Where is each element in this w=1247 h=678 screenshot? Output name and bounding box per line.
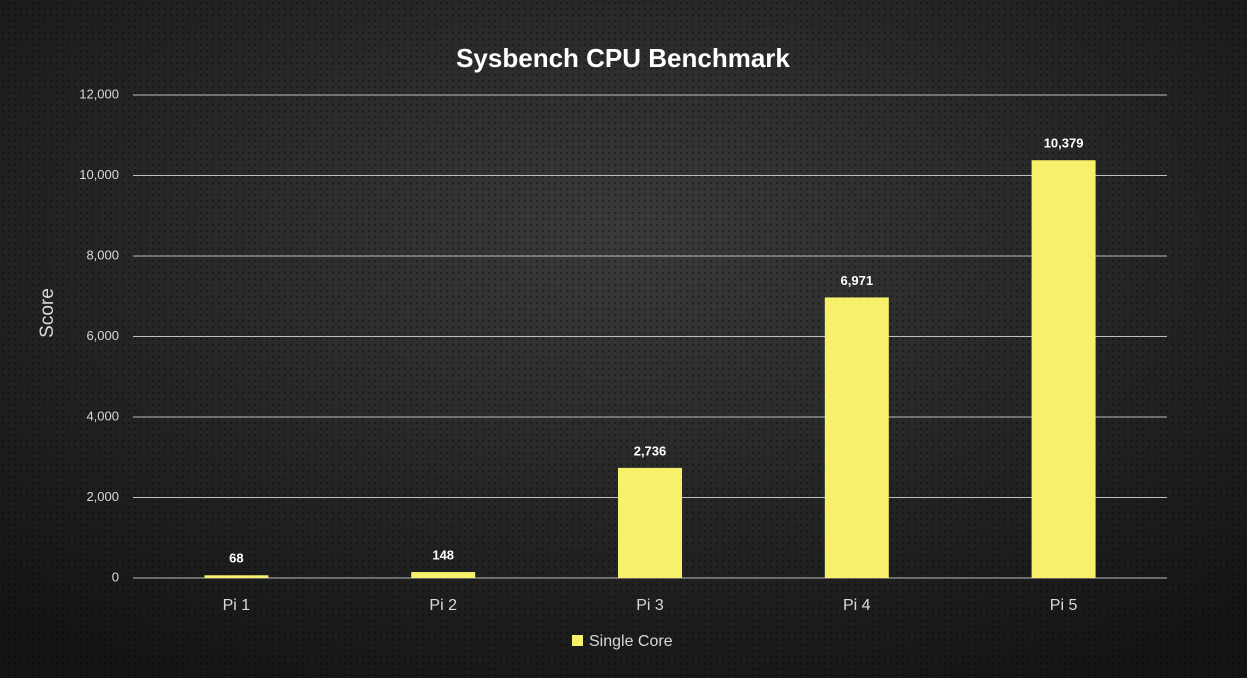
y-tick-label: 6,000 — [86, 328, 119, 343]
legend-swatch — [572, 635, 583, 646]
x-tick-label: Pi 1 — [223, 597, 251, 614]
y-tick-label: 2,000 — [86, 489, 119, 504]
value-label: 68 — [229, 551, 243, 566]
value-label: 6,971 — [841, 273, 874, 288]
y-tick-label: 4,000 — [86, 408, 119, 423]
y-tick-label: 8,000 — [86, 247, 119, 262]
chart-title: Sysbench CPU Benchmark — [456, 43, 790, 73]
bar — [411, 572, 476, 578]
value-label: 148 — [432, 547, 454, 562]
bar — [1031, 160, 1096, 579]
value-label: 10,379 — [1044, 136, 1084, 151]
bar — [204, 575, 269, 578]
bar — [618, 467, 682, 578]
y-axis-label: Score — [37, 288, 58, 338]
legend-label: Single Core — [589, 633, 673, 650]
x-tick-label: Pi 4 — [843, 597, 871, 614]
y-tick-label: 12,000 — [79, 86, 119, 101]
bar — [824, 297, 889, 578]
x-tick-label: Pi 2 — [429, 597, 457, 614]
x-tick-label: Pi 5 — [1050, 597, 1078, 614]
y-tick-label: 10,000 — [79, 167, 119, 182]
x-tick-label: Pi 3 — [636, 597, 664, 614]
y-tick-label: 0 — [112, 569, 119, 584]
value-label: 2,736 — [634, 443, 667, 458]
